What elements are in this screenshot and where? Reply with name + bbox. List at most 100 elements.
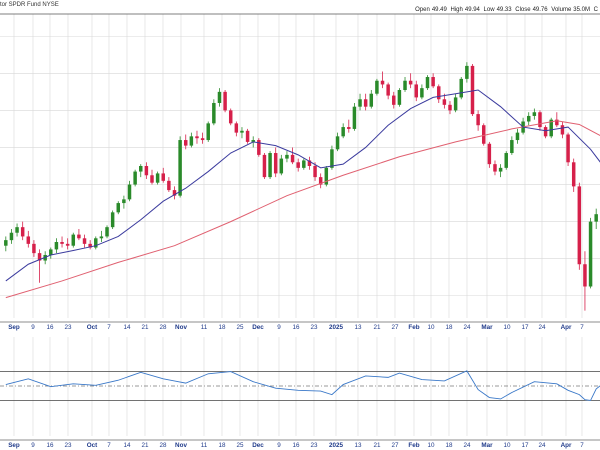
candle-body	[144, 166, 149, 176]
candle-body	[498, 167, 503, 172]
candle-body	[122, 199, 126, 204]
price-axis-tick-label: 27	[391, 324, 399, 331]
candle-body	[273, 153, 278, 174]
candle-body	[77, 234, 81, 239]
candle-body	[178, 140, 182, 196]
high-label: High	[450, 7, 463, 13]
candle-body	[369, 93, 374, 107]
rsi-axis-tick-label: 17	[521, 442, 529, 449]
price-axis-tick-label: 16	[46, 324, 54, 331]
candle-body	[279, 158, 284, 174]
sma-slow-line	[5, 120, 600, 299]
candle-body	[139, 166, 143, 172]
candle-body	[555, 119, 559, 126]
candle-body	[324, 167, 329, 185]
rsi-axis-tick-label: 18	[445, 442, 453, 449]
price-axis-tick-label: Apr	[561, 324, 572, 331]
candle-body	[161, 173, 165, 181]
candle-body	[510, 140, 514, 154]
rsi-axis-tick-label: Mar	[481, 442, 493, 449]
candle-body	[167, 180, 171, 191]
price-axis-tick-label: 16	[292, 324, 300, 331]
close-value: 49.76	[532, 7, 548, 13]
rsi-axis-tick-label: 16	[46, 442, 54, 449]
rsi-axis-tick-label: 24	[538, 442, 546, 449]
candle-body	[594, 214, 598, 222]
candle-body	[71, 234, 76, 246]
candle-body	[262, 154, 267, 178]
rsi-axis-tick-label: 24	[463, 442, 471, 449]
open-label: Open	[415, 7, 430, 13]
rsi-axis-tick-label: 28	[159, 442, 167, 449]
candle-body	[105, 227, 109, 237]
candle-body	[217, 91, 222, 103]
rsi-axis-tick-label: Sep	[8, 442, 20, 449]
candle-body	[172, 190, 177, 196]
candle-body	[566, 134, 570, 163]
candle-body	[341, 127, 345, 137]
rsi-grid	[13, 337, 583, 436]
rsi-axis-tick-label: 9	[31, 442, 35, 449]
fund-title: tor SPDR Fund NYSE	[0, 2, 59, 8]
candle-body	[307, 160, 312, 166]
candle-body	[442, 99, 447, 105]
candle-body	[49, 249, 53, 255]
price-axis-tick-label: 28	[159, 324, 167, 331]
candle-body	[195, 136, 199, 139]
candle-body	[453, 97, 458, 111]
candle-body	[94, 238, 98, 248]
candle-body	[116, 203, 121, 213]
candle-body	[155, 173, 160, 183]
candle-body	[571, 162, 576, 187]
price-axis-tick-label: 17	[521, 324, 529, 331]
candle-body	[493, 164, 497, 172]
price-axis-tick-label: 10	[503, 324, 511, 331]
price-axis-tick-label: 14	[123, 324, 131, 331]
candle-body	[65, 243, 70, 246]
price-panel: Sep 9 16 23 Oct 7 14 21 28 Nov 11 18 25 Dec 9 16 23 2025 1…	[0, 13, 600, 331]
candle-body	[352, 106, 357, 129]
candle-body	[60, 242, 64, 244]
rsi-axis-tick-label: 27	[391, 442, 399, 449]
low-label: Low	[483, 7, 495, 13]
candle-body	[397, 90, 402, 105]
candle-body	[330, 149, 334, 168]
rsi-axis-tick-label: 21	[373, 442, 381, 449]
price-axis-tick-label: 9	[31, 324, 35, 331]
price-axis-tick-label: Oct	[87, 324, 98, 331]
rsi-axis-tick-label: Oct	[87, 442, 98, 449]
price-candles	[4, 62, 598, 311]
rsi-axis-tick-label: Apr	[561, 442, 572, 449]
price-axis-tick-label: 21	[373, 324, 381, 331]
candle-body	[290, 154, 295, 163]
candle-body	[380, 80, 385, 85]
candle-body	[481, 125, 486, 144]
candle-body	[437, 86, 441, 100]
volume-value: 35.0M	[573, 7, 590, 13]
candle-body	[20, 227, 25, 237]
rsi-axis-tick-label: 10	[427, 442, 435, 449]
candle-body	[358, 99, 362, 107]
candle-body	[302, 160, 306, 168]
rsi-reference-lines	[0, 371, 600, 401]
rsi-axis-tick-label: 9	[277, 442, 281, 449]
candle-body	[206, 123, 210, 141]
price-axis-tick-label: 7	[107, 324, 111, 331]
rsi-axis-tick-label: 11	[201, 442, 208, 449]
candle-body	[414, 84, 419, 98]
price-axis-tick-label: 24	[538, 324, 546, 331]
candle-body	[183, 140, 188, 146]
open-value: 49.49	[431, 7, 447, 13]
candle-body	[313, 166, 317, 178]
candle-body	[335, 136, 340, 150]
rsi-axis-tick-label: 25	[236, 442, 244, 449]
price-axis-tick-label: 10	[427, 324, 435, 331]
price-axis-tick-label: Nov	[175, 324, 187, 331]
high-value: 49.94	[464, 7, 480, 13]
price-axis-tick-label: 25	[236, 324, 244, 331]
candle-body	[420, 88, 424, 98]
candle-body	[245, 130, 250, 142]
price-axis-tick-label: 13	[354, 324, 362, 331]
